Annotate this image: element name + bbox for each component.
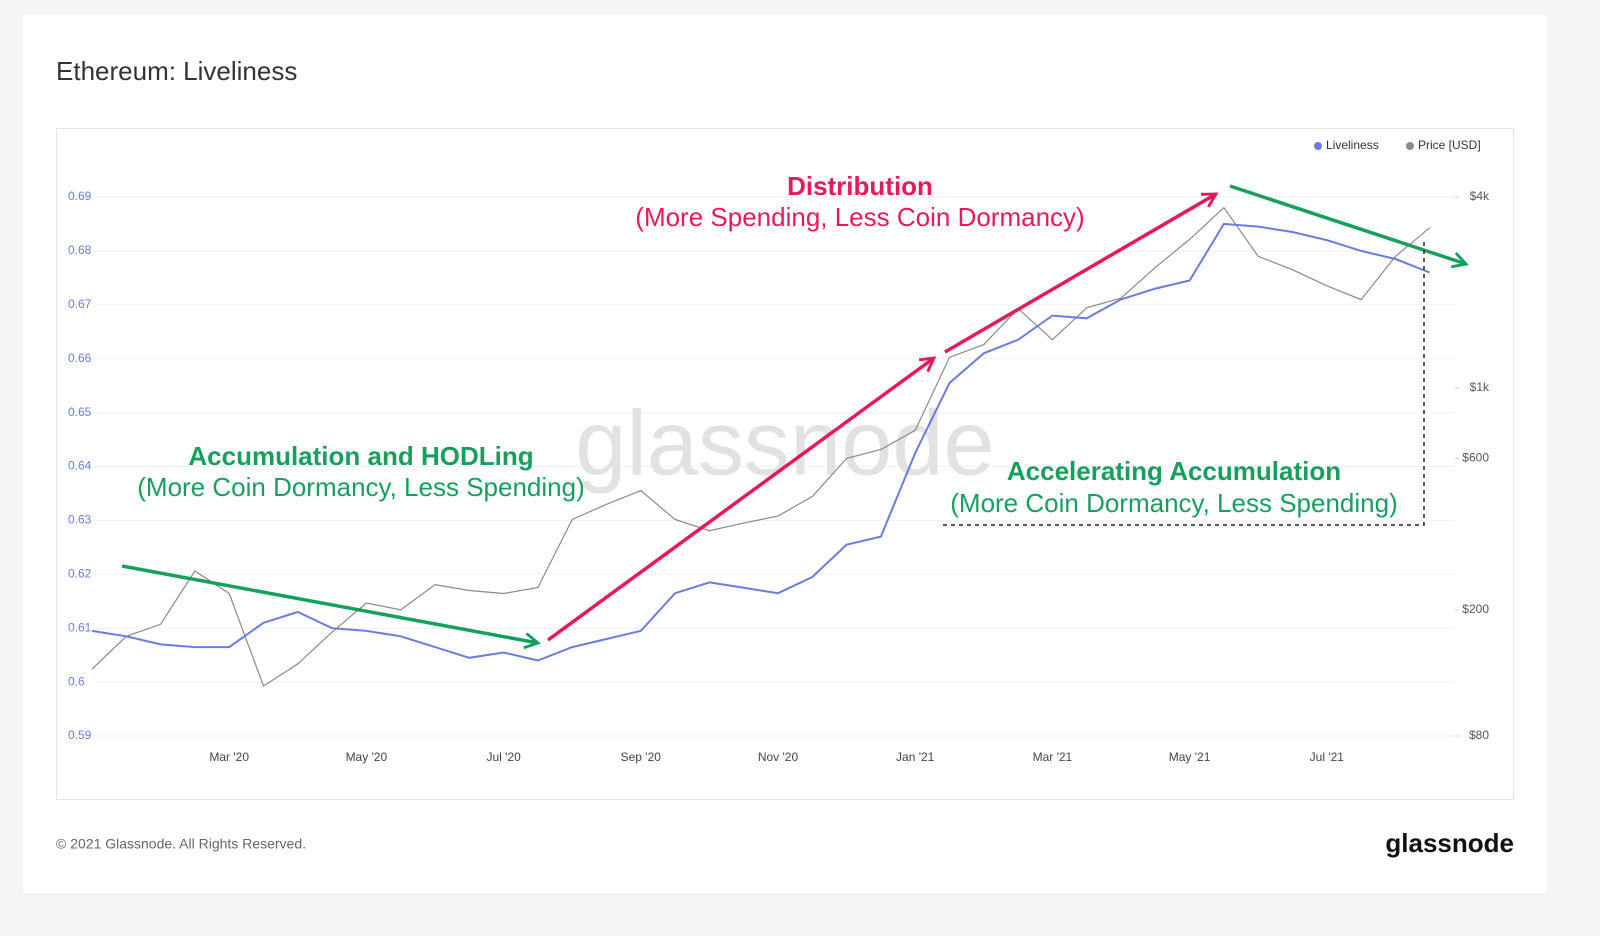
y2-tick-label: $200 [1462,602,1489,616]
arrow [1229,184,1466,264]
x-tick-label: Jan '21 [896,750,935,764]
y-tick-label: 0.63 [68,513,92,527]
legend-label: Price [USD] [1418,138,1481,152]
y2-tick-label: $80 [1469,728,1489,742]
legend: Liveliness Price [USD] [1314,138,1481,152]
chart-frame [56,128,1514,800]
annotation: (More Coin Dormancy, Less Spending) [950,488,1397,518]
y-tick-label: 0.68 [68,243,92,257]
annotation: (More Spending, Less Coin Dormancy) [635,202,1084,232]
chart-title: Ethereum: Liveliness [56,56,297,86]
y-tick-label: 0.69 [68,189,92,203]
x-tick-label: May '20 [346,750,388,764]
y-tick-label: 0.62 [68,566,92,580]
y-tick-label: 0.64 [68,459,92,473]
y2-tick-label: $600 [1462,451,1489,465]
annotation: Accumulation and HODLing [188,441,533,471]
arrow [944,194,1216,354]
annotations: Distribution(More Spending, Less Coin Do… [137,171,1397,518]
y2-tick-label: $4k [1470,189,1490,203]
series-line [91,206,1431,687]
x-tick-label: Mar '21 [1033,750,1073,764]
dashed-guide [943,240,1425,526]
logo: glassnode [1385,828,1514,858]
y-tick-label: 0.65 [68,405,92,419]
x-tick-label: May '21 [1169,750,1211,764]
x-tick-label: Sep '20 [621,750,662,764]
x-tick-label: Jul '20 [486,750,521,764]
plot [91,206,1431,687]
y-tick-label: 0.6 [68,674,85,688]
annotation: Accelerating Accumulation [1007,456,1341,486]
y-tick-label: 0.67 [68,297,92,311]
arrows [121,184,1466,643]
annotation: Distribution [787,171,933,201]
x-tick-label: Jul '21 [1310,750,1345,764]
series-line [91,222,1431,662]
y-tick-label: 0.66 [68,351,92,365]
legend-swatch [1406,142,1414,150]
grid: 0.59 0.6 0.61 0.62 0.63 0.64 0.65 0.66 0.67 0.68 0… [68,189,1490,764]
x-tick-label: Mar '20 [209,750,249,764]
y-tick-label: 0.61 [68,620,92,634]
legend-swatch [1314,142,1322,150]
arrow [546,358,934,642]
arrow [121,564,538,643]
annotation: (More Coin Dormancy, Less Spending) [137,472,584,502]
watermark: glassnode [575,392,994,494]
footer: © 2021 Glassnode. All Rights Reserved. [56,836,306,852]
y2-tick-label: $1k [1470,380,1490,394]
y-tick-label: 0.59 [68,728,92,742]
x-tick-label: Nov '20 [758,750,799,764]
legend-label: Liveliness [1326,138,1379,152]
